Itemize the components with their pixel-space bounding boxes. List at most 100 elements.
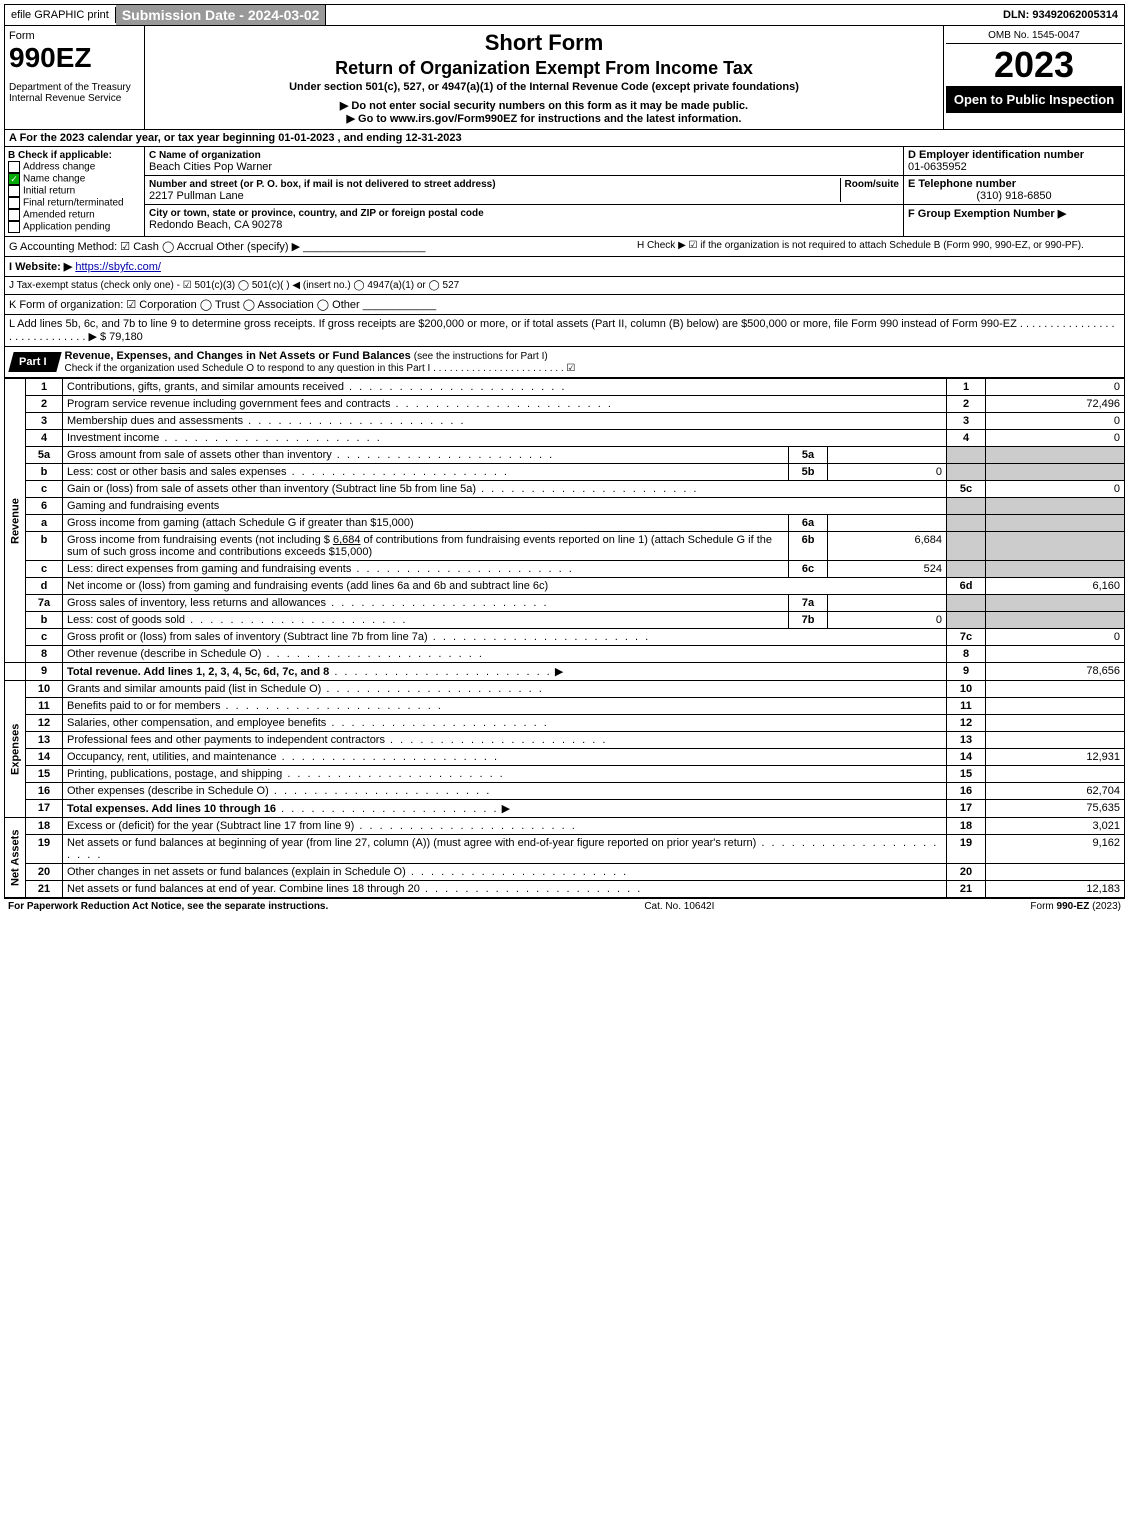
l5b-sv: 0: [828, 464, 947, 481]
l6-rval: [986, 498, 1125, 515]
l13-rnum: 13: [947, 732, 986, 749]
vtab-expenses: Expenses: [5, 681, 26, 818]
chk-initial-return[interactable]: Initial return: [8, 185, 141, 197]
ssn-warning: ▶ Do not enter social security numbers o…: [153, 99, 935, 112]
top-bar: efile GRAPHIC print Submission Date - 20…: [4, 4, 1125, 26]
l7b-rval: [986, 612, 1125, 629]
line-20: 20 Other changes in net assets or fund b…: [5, 864, 1125, 881]
line-j: J Tax-exempt status (check only one) - ☑…: [4, 277, 1125, 295]
l19-val: 9,162: [986, 835, 1125, 864]
chk-name-change[interactable]: Name change: [8, 173, 141, 185]
form-ref-a: Form: [1030, 901, 1056, 912]
l3-text: Membership dues and assessments: [67, 415, 466, 427]
l17-val: 75,635: [986, 800, 1125, 818]
l4-text: Investment income: [67, 432, 382, 444]
line-6a: a Gross income from gaming (attach Sched…: [5, 515, 1125, 532]
l6c-text: Less: direct expenses from gaming and fu…: [67, 563, 574, 575]
l14-num: 14: [26, 749, 63, 766]
l5b-num: b: [26, 464, 63, 481]
chk-final-return[interactable]: Final return/terminated: [8, 197, 141, 209]
ein-block: D Employer identification number 01-0635…: [904, 147, 1124, 176]
l14-val: 12,931: [986, 749, 1125, 766]
vtab-spacer-9: [5, 663, 26, 681]
l6-num: 6: [26, 498, 63, 515]
line-8: 8 Other revenue (describe in Schedule O)…: [5, 646, 1125, 663]
l6c-sv: 524: [828, 561, 947, 578]
goto-link-line: ▶ Go to www.irs.gov/Form990EZ for instru…: [153, 112, 935, 125]
l8-val: [986, 646, 1125, 663]
paperwork-notice: For Paperwork Reduction Act Notice, see …: [8, 901, 328, 912]
org-name: Beach Cities Pop Warner: [149, 161, 272, 173]
dept-treasury: Department of the Treasury Internal Reve…: [9, 82, 140, 104]
chk-application-pending[interactable]: Application pending: [8, 221, 141, 233]
line-l: L Add lines 5b, 6c, and 7b to line 9 to …: [4, 315, 1125, 347]
l12-val: [986, 715, 1125, 732]
efile-label[interactable]: efile GRAPHIC print: [5, 7, 116, 23]
l4-rnum: 4: [947, 430, 986, 447]
line-6c: c Less: direct expenses from gaming and …: [5, 561, 1125, 578]
line-h: H Check ▶ ☑ if the organization is not r…: [637, 240, 1120, 253]
l-value: 79,180: [109, 331, 143, 343]
l3-num: 3: [26, 413, 63, 430]
l16-rnum: 16: [947, 783, 986, 800]
l2-num: 2: [26, 396, 63, 413]
l13-text: Professional fees and other payments to …: [67, 734, 607, 746]
f-label: F Group Exemption Number ▶: [908, 208, 1066, 220]
l6b-sn: 6b: [789, 532, 828, 561]
part1-lines: Revenue 1 Contributions, gifts, grants, …: [4, 378, 1125, 898]
l5c-rnum: 5c: [947, 481, 986, 498]
l1-val: 0: [986, 379, 1125, 396]
chk-pending-label: Application pending: [23, 222, 110, 233]
l6d-val: 6,160: [986, 578, 1125, 595]
l12-text: Salaries, other compensation, and employ…: [67, 717, 549, 729]
l10-text: Grants and similar amounts paid (list in…: [67, 683, 544, 695]
chk-amended-label: Amended return: [23, 210, 95, 221]
line-k: K Form of organization: ☑ Corporation ◯ …: [4, 295, 1125, 315]
l16-text: Other expenses (describe in Schedule O): [67, 785, 491, 797]
l6-rnum: [947, 498, 986, 515]
website-link[interactable]: https://sbyfc.com/: [75, 261, 161, 273]
l15-text: Printing, publications, postage, and shi…: [67, 768, 505, 780]
l21-num: 21: [26, 881, 63, 898]
l11-num: 11: [26, 698, 63, 715]
l6c-sn: 6c: [789, 561, 828, 578]
l5a-rnum: [947, 447, 986, 464]
line-4: 4 Investment income 4 0: [5, 430, 1125, 447]
l9-dots: [329, 666, 551, 678]
line-16: 16 Other expenses (describe in Schedule …: [5, 783, 1125, 800]
chk-address-change[interactable]: Address change: [8, 161, 141, 173]
l7a-num: 7a: [26, 595, 63, 612]
line-11: 11 Benefits paid to or for members 11: [5, 698, 1125, 715]
l1-rnum: 1: [947, 379, 986, 396]
l14-text: Occupancy, rent, utilities, and maintena…: [67, 751, 499, 763]
l11-val: [986, 698, 1125, 715]
line-1: Revenue 1 Contributions, gifts, grants, …: [5, 379, 1125, 396]
subtitle: Return of Organization Exempt From Incom…: [153, 58, 935, 79]
l5c-text: Gain or (loss) from sale of assets other…: [67, 483, 699, 495]
l5a-text: Gross amount from sale of assets other t…: [67, 449, 554, 461]
line-17: 17 Total expenses. Add lines 10 through …: [5, 800, 1125, 818]
l18-val: 3,021: [986, 818, 1125, 835]
line-12: 12 Salaries, other compensation, and emp…: [5, 715, 1125, 732]
chk-amended-return[interactable]: Amended return: [8, 209, 141, 221]
line-5a: 5a Gross amount from sale of assets othe…: [5, 447, 1125, 464]
l21-val: 12,183: [986, 881, 1125, 898]
l17-rnum: 17: [947, 800, 986, 818]
l18-num: 18: [26, 818, 63, 835]
l7a-text: Gross sales of inventory, less returns a…: [67, 597, 549, 609]
title-short-form: Short Form: [153, 30, 935, 56]
l6c-rnum: [947, 561, 986, 578]
l10-rnum: 10: [947, 681, 986, 698]
l15-num: 15: [26, 766, 63, 783]
section-def: D Employer identification number 01-0635…: [904, 147, 1124, 236]
l6b-num: b: [26, 532, 63, 561]
line-3: 3 Membership dues and assessments 3 0: [5, 413, 1125, 430]
l13-val: [986, 732, 1125, 749]
goto-text[interactable]: ▶ Go to www.irs.gov/Form990EZ for instru…: [347, 113, 742, 125]
l15-rnum: 15: [947, 766, 986, 783]
l7c-rnum: 7c: [947, 629, 986, 646]
l10-num: 10: [26, 681, 63, 698]
form-header: Form 990EZ Department of the Treasury In…: [4, 26, 1125, 130]
l2-rnum: 2: [947, 396, 986, 413]
line-14: 14 Occupancy, rent, utilities, and maint…: [5, 749, 1125, 766]
